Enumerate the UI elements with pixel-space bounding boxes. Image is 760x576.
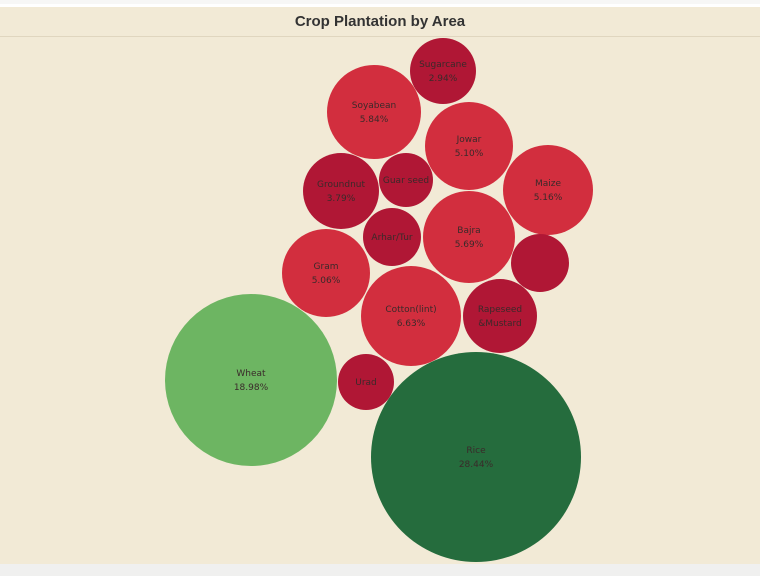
bubble-circle[interactable] xyxy=(303,153,379,229)
bubble-circle[interactable] xyxy=(363,208,421,266)
bubble-name-label: Jowar xyxy=(456,135,482,145)
bubble-value-label: 3.79% xyxy=(327,194,356,204)
bubble-circle[interactable] xyxy=(282,229,370,317)
bubble-maize[interactable]: Maize 5.16% xyxy=(503,145,593,235)
bubble-value-label: 5.10% xyxy=(455,149,484,159)
bubble-sugarcane[interactable]: Sugarcane 2.94% xyxy=(410,38,476,104)
bubble-circle[interactable] xyxy=(338,354,394,410)
bubble-circle[interactable] xyxy=(379,153,433,207)
bubble-rice[interactable]: Rice 28.44% xyxy=(371,352,581,562)
bubble-rapeseed-mustard[interactable]: Rapeseed&Mustard xyxy=(463,279,537,353)
bubble-name-label: Rapeseed xyxy=(478,305,522,315)
bubble-chart: Rice 28.44% Wheat 18.98% Cotton(lint) 6.63% So… xyxy=(165,38,593,562)
bubble-value-label: 18.98% xyxy=(234,383,269,393)
bubble-circle[interactable] xyxy=(423,191,515,283)
bubble-name-label: Bajra xyxy=(457,226,480,236)
bubble-circle[interactable] xyxy=(327,65,421,159)
bubble-circle[interactable] xyxy=(463,279,537,353)
bubble-name-label: Arhar/Tur xyxy=(371,233,412,243)
top-border-inner xyxy=(0,4,760,7)
bubble-value-label: 5.84% xyxy=(360,115,389,125)
bubble-name-label: Wheat xyxy=(236,369,266,379)
bubble-circle[interactable] xyxy=(511,234,569,292)
bubble-urad[interactable]: Urad xyxy=(338,354,394,410)
plot-area: Rice 28.44% Wheat 18.98% Cotton(lint) 6.63% So… xyxy=(0,37,760,564)
bubble-groundnut[interactable]: Groundnut 3.79% xyxy=(303,153,379,229)
bubble-unlabeled[interactable] xyxy=(511,234,569,292)
bubble-name-label: Groundnut xyxy=(317,180,366,190)
bubble-name-label: Soyabean xyxy=(352,101,397,111)
bubble-name-label: Guar seed xyxy=(383,176,429,186)
top-border xyxy=(0,0,760,4)
bubble-circle[interactable] xyxy=(165,294,337,466)
bubble-value-label: 5.16% xyxy=(534,193,563,203)
bubble-name-label: Cotton(lint) xyxy=(385,305,436,315)
bubble-cotton-lint[interactable]: Cotton(lint) 6.63% xyxy=(361,266,461,366)
bubble-value-label: 28.44% xyxy=(459,460,494,470)
bubble-name-label: Urad xyxy=(355,378,377,388)
bubble-guar-seed[interactable]: Guar seed xyxy=(379,153,433,207)
bubble-wheat[interactable]: Wheat 18.98% xyxy=(165,294,337,466)
bubble-bajra[interactable]: Bajra 5.69% xyxy=(423,191,515,283)
bubble-value-label: 5.06% xyxy=(312,276,341,286)
bubble-name-label: Sugarcane xyxy=(419,60,467,70)
bubble-circle[interactable] xyxy=(425,102,513,190)
bubble-value-label: 2.94% xyxy=(429,74,458,84)
bubble-value-label: 5.69% xyxy=(455,240,484,250)
bubble-name-label: &Mustard xyxy=(478,319,521,329)
bottom-bar xyxy=(0,564,760,576)
bubble-circle[interactable] xyxy=(503,145,593,235)
chart-title: Crop Plantation by Area xyxy=(294,13,466,30)
chart-header: Crop Plantation by Area xyxy=(0,7,760,37)
bubble-circle[interactable] xyxy=(371,352,581,562)
bubble-arhar-tur[interactable]: Arhar/Tur xyxy=(363,208,421,266)
bubble-soyabean[interactable]: Soyabean 5.84% xyxy=(327,65,421,159)
bubble-value-label: 6.63% xyxy=(397,319,426,329)
bubble-jowar[interactable]: Jowar 5.10% xyxy=(425,102,513,190)
bubble-name-label: Maize xyxy=(535,179,562,189)
bubble-circle[interactable] xyxy=(410,38,476,104)
bubble-name-label: Rice xyxy=(466,446,486,456)
bubble-circle[interactable] xyxy=(361,266,461,366)
bubble-gram[interactable]: Gram 5.06% xyxy=(282,229,370,317)
bubble-name-label: Gram xyxy=(314,262,339,272)
